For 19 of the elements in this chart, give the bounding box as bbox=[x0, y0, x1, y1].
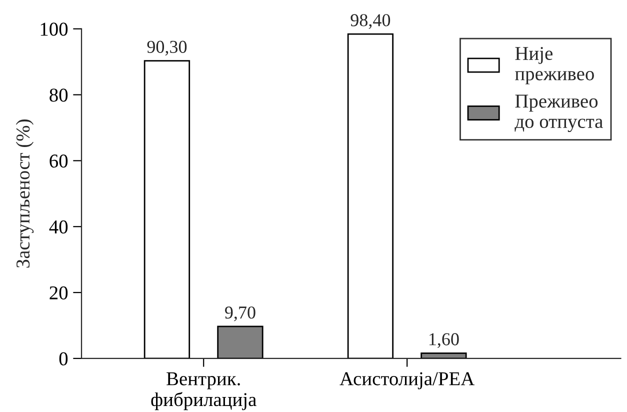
y-tick-label: 20 bbox=[50, 286, 68, 300]
legend-label: Преживео до отпуста bbox=[514, 94, 603, 132]
data-label: 90,30 bbox=[147, 40, 187, 56]
x-tick-label: Вентрик. фибрилација bbox=[151, 372, 256, 410]
x-tick-label: Асистолија/PEA bbox=[340, 372, 475, 390]
legend-label: Није преживео bbox=[515, 46, 594, 84]
data-label: 9,70 bbox=[225, 306, 256, 322]
y-axis-title: Заступљеност (%) bbox=[16, 120, 34, 268]
y-tick-label: 100 bbox=[40, 22, 68, 36]
bar bbox=[144, 60, 190, 358]
bar bbox=[347, 33, 394, 358]
data-label: 1,60 bbox=[429, 333, 459, 348]
bar bbox=[420, 352, 467, 358]
data-label: 98,40 bbox=[350, 14, 390, 29]
y-tick-label: 40 bbox=[49, 220, 68, 234]
bar bbox=[217, 326, 264, 358]
y-tick-label: 80 bbox=[50, 88, 68, 102]
y-tick-label: 0 bbox=[59, 352, 68, 366]
y-tick-label: 60 bbox=[50, 154, 68, 168]
